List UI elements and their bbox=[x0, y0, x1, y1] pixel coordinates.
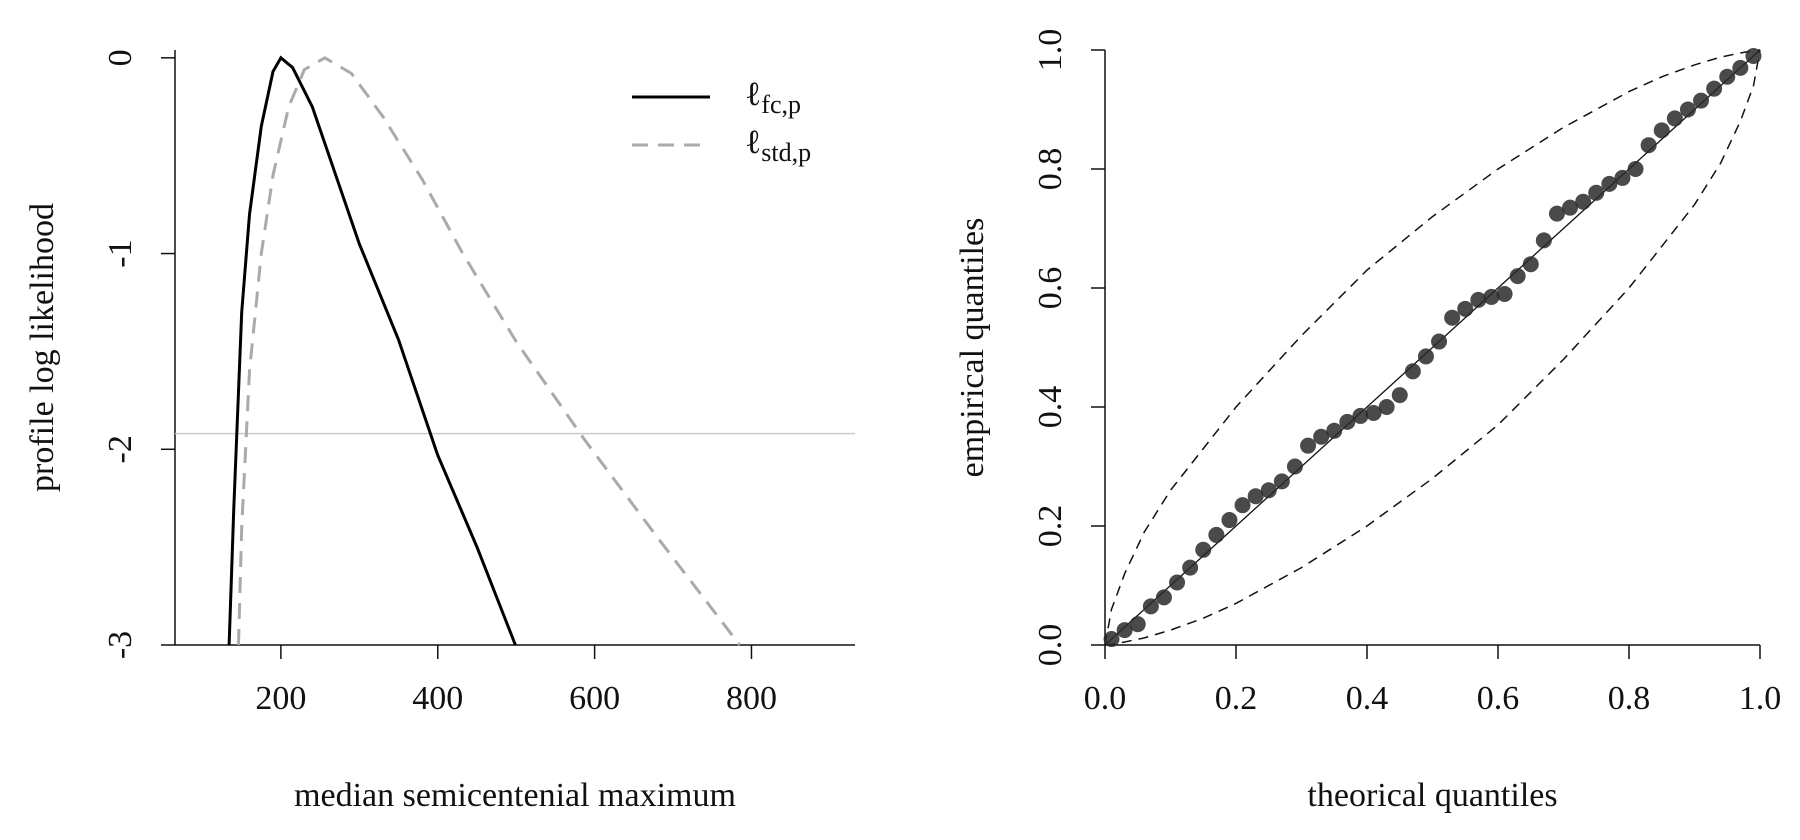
point bbox=[1457, 300, 1474, 317]
y-tick-label: 0.8 bbox=[1032, 148, 1069, 191]
envelope-lower bbox=[1104, 49, 1761, 646]
point bbox=[1509, 268, 1526, 285]
point bbox=[1431, 333, 1448, 350]
point bbox=[1732, 59, 1749, 76]
y-tick-label: -1 bbox=[102, 239, 139, 267]
point bbox=[1575, 193, 1592, 210]
point bbox=[1693, 92, 1710, 109]
y-tick-label: -3 bbox=[102, 631, 139, 659]
y-tick-label: 0.2 bbox=[1032, 505, 1069, 548]
point bbox=[1522, 256, 1539, 273]
point bbox=[1352, 407, 1369, 424]
x-tick-label: 800 bbox=[726, 680, 777, 717]
y-tick-label: 0.6 bbox=[1032, 267, 1069, 310]
point bbox=[1719, 68, 1736, 85]
point bbox=[1653, 122, 1670, 139]
y-tick-label: -2 bbox=[102, 435, 139, 463]
point bbox=[1326, 422, 1343, 439]
point bbox=[1627, 161, 1644, 177]
point bbox=[1234, 497, 1251, 514]
point bbox=[1286, 458, 1303, 475]
x-tick-label: 200 bbox=[255, 680, 306, 717]
point bbox=[1103, 631, 1120, 648]
legend-subscript: std,p bbox=[761, 138, 811, 167]
point bbox=[1365, 404, 1382, 421]
point bbox=[1404, 363, 1421, 380]
legend-subscript: fc,p bbox=[761, 90, 801, 119]
x-tick-label: 0.6 bbox=[1477, 680, 1520, 717]
x-tick-label: 400 bbox=[412, 680, 463, 717]
x-tick-label: 0.8 bbox=[1608, 680, 1651, 717]
point bbox=[1313, 428, 1330, 445]
y-axis-label: profile log likelihood bbox=[24, 203, 61, 492]
point bbox=[1444, 309, 1461, 326]
point bbox=[1679, 101, 1696, 118]
x-tick-label: 0.2 bbox=[1215, 680, 1258, 717]
point bbox=[1535, 232, 1552, 249]
legend-symbol: ℓ bbox=[745, 124, 761, 161]
point bbox=[1666, 110, 1683, 127]
point bbox=[1548, 205, 1565, 222]
point bbox=[1260, 482, 1277, 499]
point bbox=[1614, 169, 1631, 186]
y-tick-label: 1.0 bbox=[1032, 29, 1069, 72]
point bbox=[1273, 473, 1290, 490]
envelope-upper bbox=[1104, 49, 1761, 646]
legend-symbol: ℓ bbox=[745, 76, 761, 113]
point bbox=[1745, 47, 1762, 64]
point bbox=[1483, 288, 1500, 305]
point bbox=[1339, 413, 1356, 430]
x-tick-label: 0.0 bbox=[1084, 680, 1127, 717]
y-tick-label: 0.4 bbox=[1032, 386, 1069, 429]
point bbox=[1640, 137, 1657, 154]
point bbox=[1129, 616, 1146, 633]
x-axis-label: median semicentenial maximum bbox=[294, 777, 736, 814]
point bbox=[1391, 387, 1408, 404]
point bbox=[1588, 184, 1605, 201]
x-tick-label: 0.4 bbox=[1346, 680, 1389, 717]
x-tick-label: 600 bbox=[569, 680, 620, 717]
point bbox=[1221, 512, 1238, 529]
y-tick-label: 0.0 bbox=[1032, 624, 1069, 667]
y-axis-label: empirical quantiles bbox=[954, 218, 991, 478]
point bbox=[1182, 559, 1199, 576]
point bbox=[1142, 598, 1159, 615]
point bbox=[1195, 541, 1212, 558]
point bbox=[1208, 526, 1225, 543]
x-axis-label: theorical quantiles bbox=[1307, 777, 1557, 814]
legend-label: ℓstd,p bbox=[745, 124, 811, 167]
legend-label: ℓfc,p bbox=[745, 76, 801, 119]
point bbox=[1300, 437, 1317, 454]
point bbox=[1496, 285, 1513, 302]
point bbox=[1169, 574, 1186, 591]
point bbox=[1417, 348, 1434, 365]
point bbox=[1116, 622, 1133, 639]
point bbox=[1155, 589, 1172, 606]
x-tick-label: 1.0 bbox=[1739, 680, 1782, 717]
point bbox=[1247, 488, 1264, 505]
point bbox=[1470, 291, 1487, 308]
point bbox=[1706, 80, 1723, 97]
y-tick-label: 0 bbox=[102, 49, 139, 66]
point bbox=[1378, 399, 1395, 415]
point bbox=[1562, 199, 1579, 216]
point bbox=[1601, 175, 1618, 192]
series-line bbox=[227, 55, 517, 646]
